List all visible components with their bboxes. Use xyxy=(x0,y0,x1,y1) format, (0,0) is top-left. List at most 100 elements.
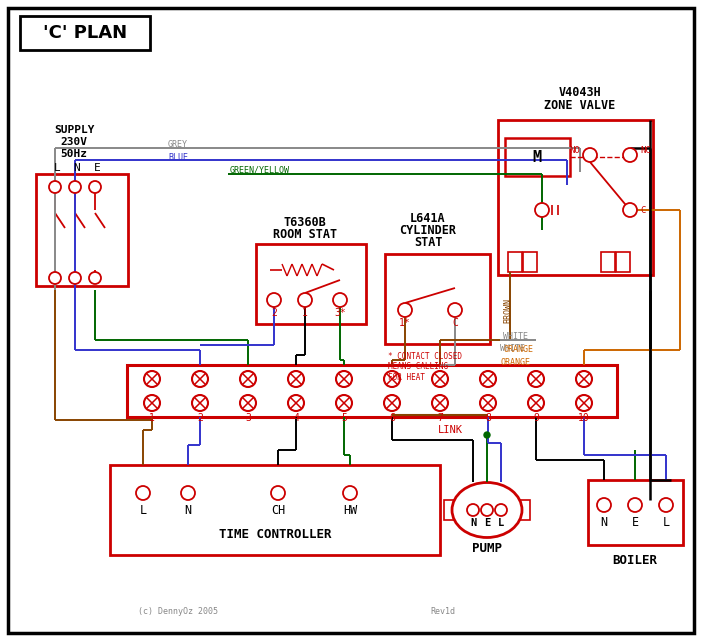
Circle shape xyxy=(623,148,637,162)
Text: BLUE: BLUE xyxy=(168,153,188,162)
Text: WHITE: WHITE xyxy=(500,344,525,353)
Text: N: N xyxy=(185,503,192,517)
Text: N: N xyxy=(470,518,476,528)
Text: BOILER: BOILER xyxy=(613,553,658,567)
Text: L: L xyxy=(140,503,147,517)
Circle shape xyxy=(480,395,496,411)
Text: ORANGE: ORANGE xyxy=(500,358,530,367)
Text: STAT: STAT xyxy=(413,235,442,249)
Text: N: N xyxy=(600,515,607,528)
Bar xyxy=(20,16,150,50)
Circle shape xyxy=(136,486,150,500)
Circle shape xyxy=(484,432,490,438)
Text: L: L xyxy=(53,163,60,173)
Text: 9: 9 xyxy=(533,413,539,423)
Circle shape xyxy=(481,504,493,516)
Text: NO: NO xyxy=(569,146,580,154)
Ellipse shape xyxy=(452,483,522,538)
Text: C: C xyxy=(452,318,458,328)
Text: CYLINDER: CYLINDER xyxy=(399,224,456,237)
Text: (c) DennyOz 2005: (c) DennyOz 2005 xyxy=(138,608,218,617)
Text: 3: 3 xyxy=(245,413,251,423)
Circle shape xyxy=(384,395,400,411)
Bar xyxy=(498,120,653,275)
Bar xyxy=(110,465,440,555)
Text: 50Hz: 50Hz xyxy=(60,149,88,159)
Circle shape xyxy=(448,303,462,317)
Text: 7: 7 xyxy=(437,413,443,423)
Circle shape xyxy=(597,498,611,512)
Circle shape xyxy=(240,371,256,387)
Text: 1*: 1* xyxy=(399,318,411,328)
Circle shape xyxy=(267,293,281,307)
Text: Rev1d: Rev1d xyxy=(430,608,455,617)
Circle shape xyxy=(288,395,304,411)
Text: C: C xyxy=(640,206,645,215)
Text: SUPPLY: SUPPLY xyxy=(54,125,94,135)
Circle shape xyxy=(192,371,208,387)
Circle shape xyxy=(480,371,496,387)
Text: ROOM STAT: ROOM STAT xyxy=(273,228,337,240)
Text: L641A: L641A xyxy=(410,212,446,224)
Text: L: L xyxy=(663,515,670,528)
Bar xyxy=(508,252,522,272)
Circle shape xyxy=(240,395,256,411)
Bar xyxy=(616,252,630,272)
Circle shape xyxy=(467,504,479,516)
Circle shape xyxy=(432,395,448,411)
Bar xyxy=(518,500,530,520)
Circle shape xyxy=(628,498,642,512)
Circle shape xyxy=(298,293,312,307)
Circle shape xyxy=(535,203,549,217)
Bar xyxy=(588,480,683,545)
Text: GREY: GREY xyxy=(168,140,188,149)
Bar xyxy=(505,138,570,176)
Circle shape xyxy=(271,486,285,500)
Text: CH: CH xyxy=(271,503,285,517)
Bar xyxy=(385,254,490,344)
Text: 1: 1 xyxy=(149,413,155,423)
Circle shape xyxy=(333,293,347,307)
Circle shape xyxy=(144,371,160,387)
Circle shape xyxy=(336,371,352,387)
Circle shape xyxy=(288,371,304,387)
Circle shape xyxy=(181,486,195,500)
Text: 8: 8 xyxy=(485,413,491,423)
Text: GREEN/YELLOW: GREEN/YELLOW xyxy=(230,165,290,174)
Circle shape xyxy=(49,181,61,193)
Bar xyxy=(444,500,456,520)
Text: BROWN: BROWN xyxy=(503,297,512,322)
Text: 'C' PLAN: 'C' PLAN xyxy=(43,24,127,42)
Circle shape xyxy=(583,148,597,162)
Circle shape xyxy=(69,272,81,284)
Text: 3*: 3* xyxy=(334,308,346,318)
Text: E: E xyxy=(631,515,639,528)
Circle shape xyxy=(659,498,673,512)
Bar xyxy=(36,174,128,286)
Text: 230V: 230V xyxy=(60,137,88,147)
Circle shape xyxy=(398,303,412,317)
Bar xyxy=(127,365,617,417)
Circle shape xyxy=(623,203,637,217)
Circle shape xyxy=(49,272,61,284)
Circle shape xyxy=(89,181,101,193)
Bar xyxy=(256,244,366,324)
Text: 2: 2 xyxy=(271,308,277,318)
Circle shape xyxy=(336,395,352,411)
Text: * CONTACT CLOSED
MEANS CALLING
FOR HEAT: * CONTACT CLOSED MEANS CALLING FOR HEAT xyxy=(388,352,462,382)
Text: 6: 6 xyxy=(389,413,395,423)
Circle shape xyxy=(495,504,507,516)
Circle shape xyxy=(528,371,544,387)
Text: E: E xyxy=(484,518,490,528)
Text: 2: 2 xyxy=(197,413,203,423)
Text: 5: 5 xyxy=(341,413,347,423)
Text: T6360B: T6360B xyxy=(284,215,326,228)
Circle shape xyxy=(89,272,101,284)
Circle shape xyxy=(432,371,448,387)
Text: NC: NC xyxy=(640,146,651,154)
Circle shape xyxy=(576,395,592,411)
Text: ZONE VALVE: ZONE VALVE xyxy=(544,99,616,112)
Text: N: N xyxy=(74,163,80,173)
Text: PUMP: PUMP xyxy=(472,542,502,554)
Text: LINK: LINK xyxy=(437,425,463,435)
